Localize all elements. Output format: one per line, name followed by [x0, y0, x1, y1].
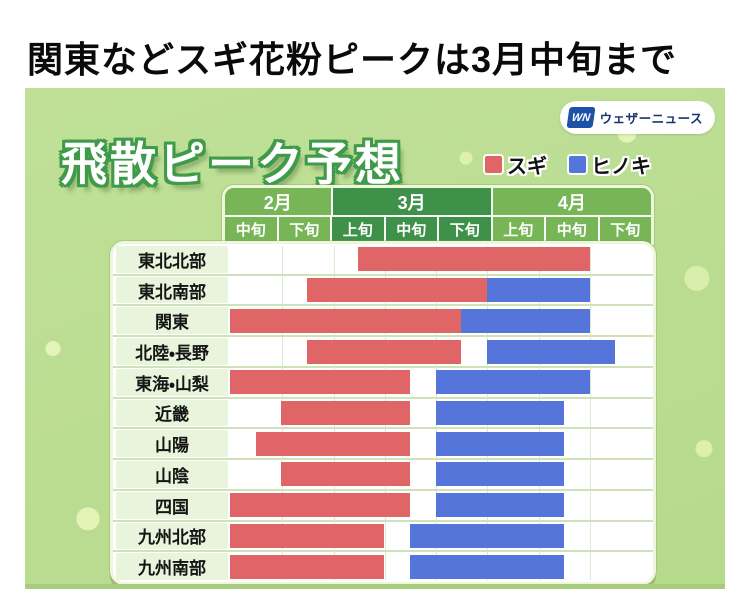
row-track — [230, 428, 641, 459]
sugi-bar — [358, 247, 590, 272]
table-row: 九州北部 — [113, 519, 653, 552]
sugi-swatch-icon — [485, 156, 502, 173]
period-cell-label: 中旬 — [546, 217, 600, 241]
legend-label-sugi: スギ — [507, 156, 547, 178]
table-row: 九州南部 — [113, 550, 653, 582]
legend-item-sugi: スギ — [485, 150, 547, 179]
row-track — [230, 490, 641, 521]
period-cell-label: 上旬 — [492, 217, 546, 241]
row-track — [230, 305, 641, 336]
sugi-bar — [230, 308, 462, 333]
region-label: 北陸・長野 — [116, 338, 228, 365]
row-track — [230, 521, 641, 552]
weathernews-logo: WN ウェザーニュース — [559, 101, 715, 134]
rows-wrap: 東北北部東北南部関東北陸・長野東海・山梨近畿山陽山陰四国九州北部九州南部 — [113, 244, 653, 582]
table-row: 山陰 — [113, 458, 653, 490]
sugi-bar — [230, 554, 385, 579]
period-cell-label: 上旬 — [332, 217, 386, 241]
row-track — [230, 336, 641, 367]
row-track — [230, 367, 641, 398]
pollen-forecast-card: 飛散ピーク予想 WN ウェザーニュース スギ ヒノキ 2月 3月 4月 中旬 下旬 上旬… — [25, 88, 725, 589]
hinoki-bar — [435, 431, 564, 456]
hinoki-bar — [409, 523, 564, 548]
period-cell-label: 下旬 — [278, 217, 332, 241]
sugi-bar — [307, 278, 487, 303]
table-row: 四国 — [113, 488, 653, 521]
period-cell-label: 下旬 — [439, 217, 493, 241]
wn-logo-icon: WN — [566, 107, 596, 128]
region-label: 四国 — [116, 491, 228, 519]
card-heading: 飛散ピーク予想 — [61, 138, 404, 191]
row-track — [230, 398, 641, 429]
region-table: 東北北部東北南部関東北陸・長野東海・山梨近畿山陽山陰四国九州北部九州南部 — [110, 241, 656, 585]
region-label: 東北北部 — [116, 246, 228, 273]
hinoki-bar — [486, 278, 590, 303]
period-cell-label: 中旬 — [385, 217, 439, 241]
weathernews-logo-text: ウェザーニュース — [599, 112, 703, 126]
sugi-bar — [255, 431, 410, 456]
sugi-bar — [307, 339, 462, 364]
hinoki-bar — [435, 370, 590, 395]
region-label: 近畿 — [116, 399, 228, 427]
calendar-header: 2月 3月 4月 中旬 下旬 上旬 中旬 下旬 上旬 中旬 下旬 — [222, 185, 654, 245]
month-row: 2月 3月 4月 — [225, 188, 651, 215]
table-row: 近畿 — [113, 396, 653, 429]
region-label: 関東 — [116, 307, 228, 335]
legend-item-hinoki: ヒノキ — [569, 150, 651, 179]
table-row: 東北南部 — [113, 273, 653, 306]
table-row: 北陸・長野 — [113, 335, 653, 367]
hinoki-bar — [435, 493, 564, 518]
row-track — [230, 275, 641, 306]
table-row: 東海・山梨 — [113, 365, 653, 398]
hinoki-swatch-icon — [569, 156, 586, 173]
period-cell-label: 中旬 — [225, 217, 279, 241]
month-group-label: 4月 — [492, 188, 651, 215]
table-row: 山陽 — [113, 427, 653, 459]
hinoki-bar — [486, 339, 616, 364]
legend: スギ ヒノキ — [485, 150, 651, 179]
card-bottom-edge — [25, 584, 725, 589]
legend-label-hinoki: ヒノキ — [591, 156, 651, 178]
sugi-bar — [230, 523, 385, 548]
region-label: 九州南部 — [116, 553, 228, 580]
hinoki-bar — [409, 554, 564, 579]
period-row: 中旬 下旬 上旬 中旬 下旬 上旬 中旬 下旬 — [225, 215, 651, 241]
table-row: 関東 — [113, 304, 653, 336]
period-cell-label: 下旬 — [599, 217, 651, 241]
row-track — [230, 551, 641, 582]
region-label: 山陰 — [116, 461, 228, 488]
row-track — [230, 459, 641, 490]
region-label: 九州北部 — [116, 522, 228, 550]
region-label: 東海・山梨 — [116, 368, 228, 396]
row-track — [230, 244, 641, 275]
sugi-bar — [230, 370, 410, 395]
table-row: 東北北部 — [113, 244, 653, 275]
region-label: 山陽 — [116, 430, 228, 458]
hinoki-bar — [435, 462, 564, 487]
month-group-label: 3月 — [332, 188, 493, 215]
sugi-bar — [281, 400, 410, 425]
page-title: 関東などスギ花粉ピークは3月中旬まで — [27, 39, 678, 81]
hinoki-bar — [461, 308, 590, 333]
month-group-label: 2月 — [225, 188, 333, 215]
grid-line — [589, 246, 591, 580]
region-label: 東北南部 — [116, 276, 228, 304]
sugi-bar — [230, 493, 410, 518]
hinoki-bar — [435, 400, 564, 425]
sugi-bar — [281, 462, 410, 487]
